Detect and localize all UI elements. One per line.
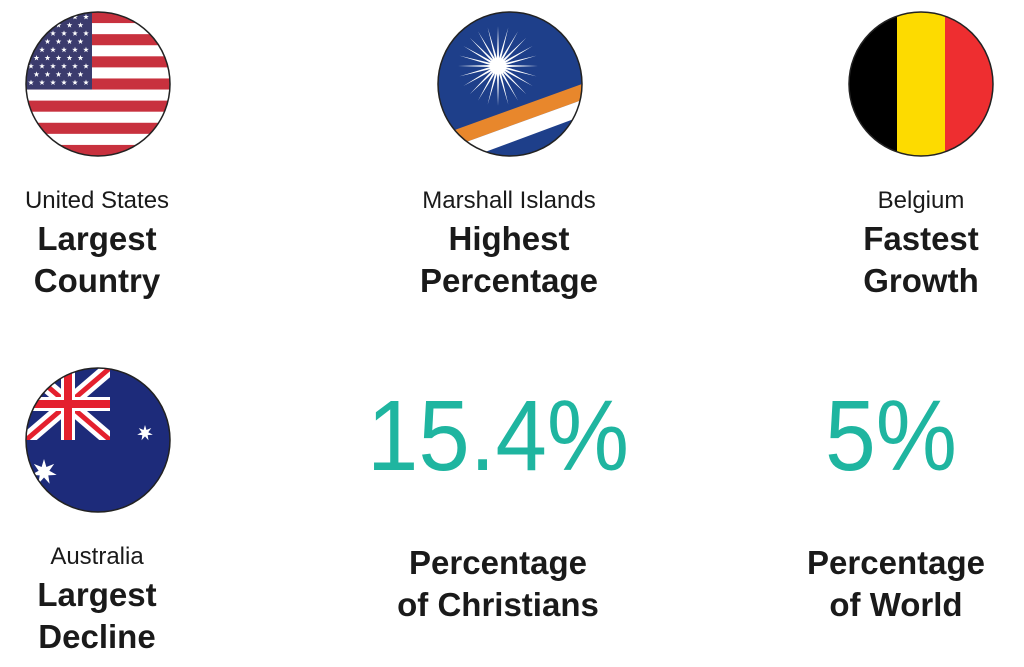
- flag-star: [66, 55, 73, 61]
- stat-label: of World: [829, 586, 962, 623]
- flag-outline: [25, 11, 171, 157]
- flag-star: [77, 22, 84, 28]
- highlight-label: Largest: [37, 220, 156, 257]
- flag-star: [61, 63, 67, 69]
- flag-star: [83, 79, 89, 86]
- stat-value: 15.4%: [367, 380, 629, 492]
- country-name: Marshall Islands: [422, 187, 595, 214]
- flag-star: [44, 55, 51, 61]
- flag-star: [83, 46, 89, 53]
- flag-star: [44, 22, 51, 28]
- stat-label: Percentage: [409, 544, 587, 581]
- flag-star: [72, 30, 78, 36]
- country-name: United States: [25, 187, 169, 214]
- flag-stripe: [26, 56, 170, 68]
- flag-star: [50, 30, 56, 36]
- flag-star: [83, 14, 89, 20]
- flag-star: [50, 79, 56, 86]
- flag-star: [61, 79, 67, 86]
- flag-star: [44, 71, 51, 77]
- stat-label: of Christians: [397, 586, 599, 623]
- flag-star: [66, 22, 73, 28]
- flag-star: [61, 46, 67, 53]
- flag-star: [83, 63, 89, 69]
- flag-star: [28, 79, 34, 86]
- flag-stripe: [26, 122, 170, 134]
- flag-star: [61, 30, 67, 36]
- flag-star: [77, 55, 84, 61]
- highlight-label: Fastest: [863, 220, 979, 257]
- flag-stripe: [26, 34, 170, 46]
- flag-stripe: [26, 144, 170, 156]
- flag-star: [28, 63, 34, 69]
- flag-star: [44, 38, 51, 45]
- flag-star: [55, 71, 62, 77]
- flag-star: [31, 459, 57, 484]
- flag-star: [77, 38, 84, 45]
- flag-star: [39, 63, 45, 69]
- flag-star: [50, 14, 56, 20]
- flag-star: [33, 71, 40, 77]
- highlight-label: Growth: [863, 262, 978, 299]
- flag-star: [72, 14, 78, 20]
- highlight-label: Decline: [38, 618, 155, 655]
- flag-star: [55, 55, 62, 61]
- flag-star: [61, 14, 67, 20]
- flag-australia: [26, 368, 170, 512]
- highlight-label: Largest: [37, 576, 156, 613]
- flag-star: [55, 38, 62, 45]
- flag-star: [66, 38, 73, 45]
- flag-outline: [848, 11, 994, 157]
- flag-star: [39, 79, 45, 86]
- flag-star: [72, 63, 78, 69]
- flag-star: [137, 425, 153, 441]
- flag-sun: [458, 26, 538, 106]
- flag-star: [39, 46, 45, 53]
- flag-star: [72, 79, 78, 86]
- flag-star: [28, 30, 34, 36]
- country-name: Belgium: [878, 187, 965, 214]
- highlight-label: Country: [34, 262, 161, 299]
- flag-star: [72, 46, 78, 53]
- flag-star: [50, 46, 56, 53]
- flag-star: [28, 14, 34, 20]
- flag-star: [39, 30, 45, 36]
- flag-marshall-islands: [438, 12, 582, 156]
- flag-star: [50, 63, 56, 69]
- flag-star: [39, 14, 45, 20]
- country-name: Australia: [50, 543, 144, 570]
- flag-star: [33, 55, 40, 61]
- flag-stripe: [26, 78, 170, 90]
- flag-star: [66, 71, 73, 77]
- stat-label: Percentage: [807, 544, 985, 581]
- highlight-label: Highest: [448, 220, 569, 257]
- highlight-label: Percentage: [420, 262, 598, 299]
- flag-outline: [437, 11, 583, 157]
- stat-value: 5%: [825, 380, 957, 492]
- flag-star: [77, 71, 84, 77]
- flag-star: [83, 30, 89, 36]
- flag-stripe: [26, 12, 170, 24]
- flag-star: [55, 22, 62, 28]
- flag-star: [33, 22, 40, 28]
- flag-outline: [25, 367, 171, 513]
- flag-stripe: [26, 100, 170, 112]
